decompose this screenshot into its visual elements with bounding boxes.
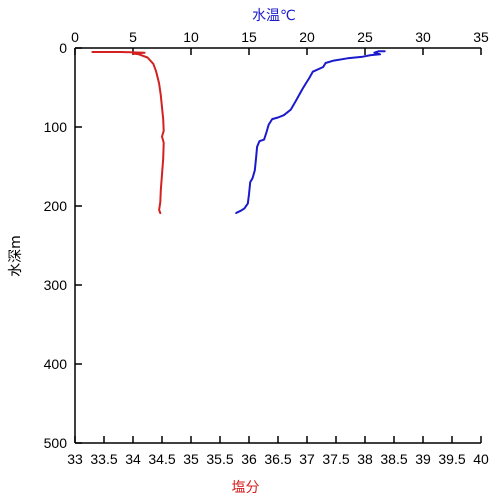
temperature-axis-ticks: 0 5 10 15 20 25 30 35	[71, 29, 489, 55]
temperature-profile-line	[235, 50, 386, 215]
salinity-tick-label: 37.5	[322, 451, 349, 467]
depth-tick-label: 500	[44, 435, 68, 451]
temperature-tick-label: 15	[241, 29, 257, 45]
depth-tick-label: 200	[44, 198, 68, 214]
salinity-tick-label: 35.5	[206, 451, 233, 467]
depth-tick-label: 0	[59, 40, 67, 56]
salinity-tick-label: 39	[415, 451, 431, 467]
salinity-tick-label: 35	[183, 451, 199, 467]
series-layer	[91, 50, 386, 215]
salinity-tick-label: 34	[125, 451, 141, 467]
salinity-tick-label: 36.5	[264, 451, 291, 467]
salinity-tick-label: 36	[241, 451, 257, 467]
depth-tick-label: 100	[44, 119, 68, 135]
temperature-tick-label: 30	[415, 29, 431, 45]
salinity-tick-label: 34.5	[148, 451, 175, 467]
temperature-tick-label: 10	[183, 29, 199, 45]
temperature-axis-title: 水温℃	[252, 8, 296, 24]
salinity-tick-label: 38.5	[380, 451, 407, 467]
temperature-tick-label: 0	[71, 29, 79, 45]
salinity-tick-label: 38	[357, 451, 373, 467]
depth-tick-label: 400	[44, 356, 68, 372]
salinity-tick-label: 33.5	[90, 451, 117, 467]
depth-tick-label: 300	[44, 277, 68, 293]
temperature-tick-label: 20	[299, 29, 315, 45]
salinity-axis-title: 塩分	[232, 480, 260, 496]
temperature-tick-label: 35	[473, 29, 489, 45]
salinity-tick-label: 33	[67, 451, 83, 467]
salinity-tick-label: 37	[299, 451, 315, 467]
depth-axis-title: 水深m	[8, 235, 24, 277]
temperature-tick-label: 5	[129, 29, 137, 45]
salinity-tick-label: 39.5	[438, 451, 465, 467]
temperature-tick-label: 25	[357, 29, 373, 45]
salinity-profile-line	[91, 51, 165, 215]
salinity-axis-ticks: 33 33.5 34 34.5 35 35.5 36 36.5 37 37.5 38 38.5 39 39…	[67, 436, 489, 467]
salinity-tick-label: 40	[473, 451, 489, 467]
